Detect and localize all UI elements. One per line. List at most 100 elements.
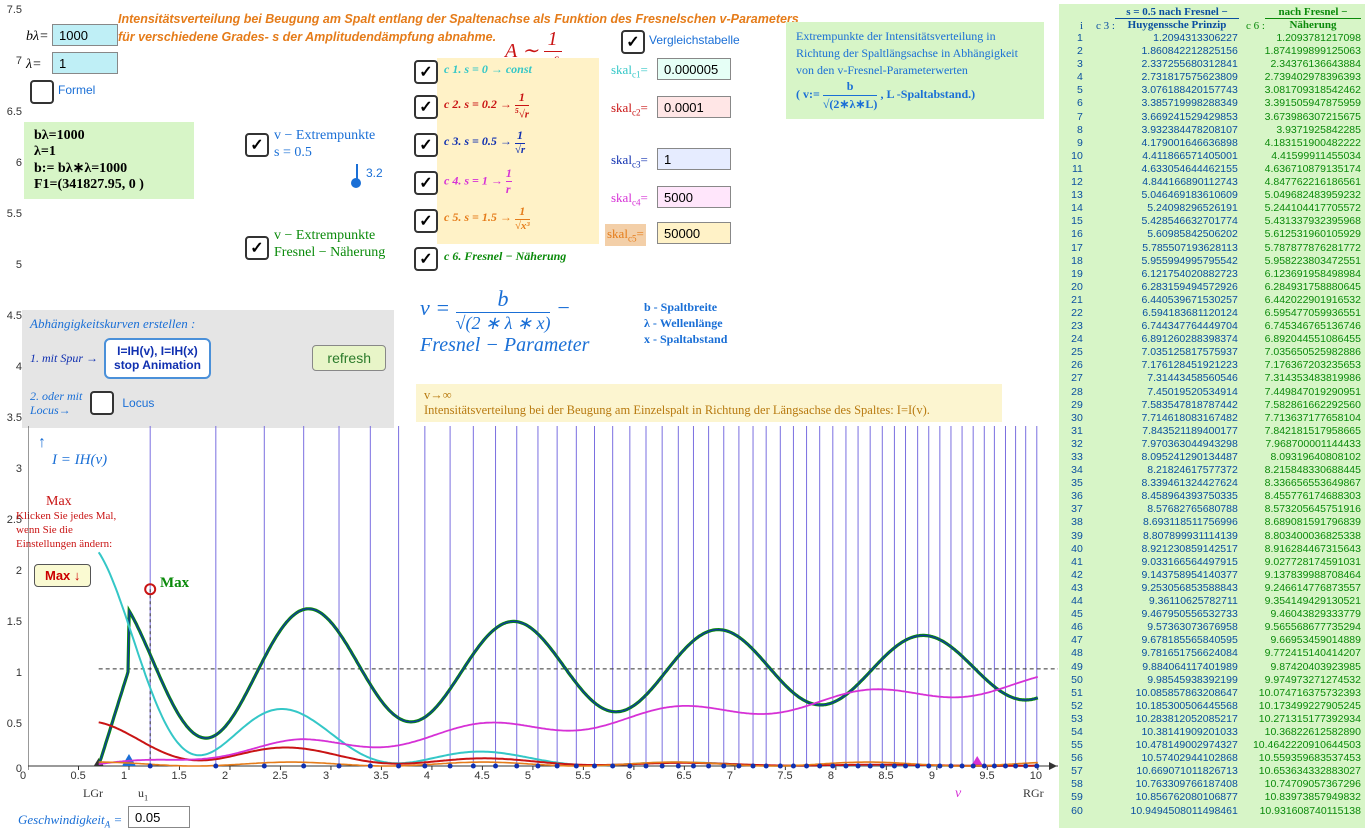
table-row: 53.0761884201577433.081709318542462 [1063,84,1361,97]
locus-label: Locus [122,396,154,410]
th-c3: c 3 : [1083,6,1115,32]
th-c6: c 6 : [1239,6,1265,32]
table-row: 226.5941836811201246.595477059936551 [1063,307,1361,320]
skal-c2[interactable] [657,96,731,118]
geschw-input[interactable] [128,806,190,828]
max-marker-label: Max [160,575,189,592]
ctrl-title: Abhängigkeitskurven erstellen : [30,316,386,332]
table-row: 489.7816517566240849.772415140414207 [1063,647,1361,660]
table-row: 5110.08585786320864710.074716375732393 [1063,687,1361,700]
table-row: 5710.66907101182671310.653634332883027 [1063,765,1361,778]
c1-checkbox[interactable]: ✓ [414,60,438,84]
formel-checkbox[interactable] [30,80,54,104]
ytick: 1 [16,667,22,679]
btn1b: stop Animation [114,358,201,372]
lambda-input[interactable] [52,52,118,74]
table-row: 307.7146180831674827.713637177658104 [1063,412,1361,425]
c6-label: c 6. Fresnel − Näherung [444,249,566,264]
title-line1: Intensitätsverteilung bei Beugung am Spa… [118,12,799,26]
leg-b: b - Spaltbreite [644,300,717,315]
table-row: 165.609858425062025.612531960105929 [1063,228,1361,241]
v-cursor-label: v [955,786,961,802]
extrem1-l2: s = 0.5 [274,145,312,161]
gr-l1: Extrempunkte der Intensitätsverteilung i… [796,28,1034,45]
table-row: 509.985459383921999.974973271274532 [1063,674,1361,687]
th-c3b2: Huygenssche Prinzip [1115,19,1239,31]
gr-l4: ( v:= b√(2∗λ∗L) , L -Spaltabstand.) [796,78,1034,113]
pb-l4: F1=(341827.95, 0 ) [34,177,184,193]
table-row: 175.7855071936281135.787877876281772 [1063,242,1361,255]
y-axis: 7.5 7 6.5 6 5.5 5 4.5 4 3.5 3 2.5 2 1.5 … [0,0,22,775]
table-row: 449.361106257827119.354149429130521 [1063,595,1361,608]
table-row: 73.6692415294298533.673986307215675 [1063,111,1361,124]
table-row: 429.1437589541403779.137839988708464 [1063,569,1361,582]
table-row: 21.8608422128251561.874199899125063 [1063,45,1361,58]
ytick: 3 [16,463,22,475]
c4-label: c 4. s = 1 → 1r [444,166,512,197]
skal-c3[interactable] [657,148,731,170]
ytick: 2 [16,565,22,577]
skal-c1-l: skalc1= [611,62,648,80]
skal-c3-l: skalc3= [611,152,648,170]
ctrl-panel: Abhängigkeitskurven erstellen : 1. mit S… [22,310,394,428]
c1-label: c 1. s = 0 → const [444,62,532,77]
skal-c5[interactable] [657,222,731,244]
c2-checkbox[interactable]: ✓ [414,95,438,119]
table-row: 196.1217540208827236.123691958498984 [1063,268,1361,281]
c3-label: c 3. s = 0.5 → 1√r [444,128,525,156]
RGr-label: RGr [1023,786,1044,801]
extrem-info-box: Extrempunkte der Intensitätsverteilung i… [786,22,1044,119]
mit-spur-button[interactable]: I=IH(v), I=IH(x) stop Animation [104,338,211,379]
table-row: 378.576827656807888.573205645751916 [1063,503,1361,516]
table-row: 145.240982965261915.244104417705572 [1063,202,1361,215]
locus-checkbox[interactable] [90,391,114,415]
skal-c4[interactable] [657,186,731,208]
c6-checkbox[interactable]: ✓ [414,247,438,271]
table-row: 297.5835478187874427.582861662292560 [1063,399,1361,412]
refresh-button[interactable]: refresh [312,345,386,371]
vergleich-checkbox[interactable]: ✓ [621,30,645,54]
table-row: 32.3372556803128412.34376136643884 [1063,58,1361,71]
table-row: 338.0952412901344878.09319640808102 [1063,451,1361,464]
table-row: 206.2831594945729266.284931758880645 [1063,281,1361,294]
vergleich-label: Vergleichstabelle [649,33,740,47]
table-row: 5410.3814190920103310.36822612582890 [1063,726,1361,739]
ytick: 4.5 [7,310,22,322]
u1-label: u1 [138,786,148,802]
x-axis-labels: 00.511.522.533.544.555.566.577.588.599.5… [28,770,1058,784]
table-row: 135.0464691836106095.049682483959232 [1063,189,1361,202]
ys-l1: v→∞ [424,388,994,403]
table-row: 267.1761284519212237.176367203235653 [1063,359,1361,372]
c4-checkbox[interactable]: ✓ [414,171,438,195]
c3-checkbox[interactable]: ✓ [414,133,438,157]
table-row: 388.6931185117569968.689081591796839 [1063,516,1361,529]
table-row: 155.4285466327017745.431337932395968 [1063,215,1361,228]
c5-checkbox[interactable]: ✓ [414,209,438,233]
b-lambda-label: bλ= [26,29,49,45]
table-row: 5810.76330976618740810.74709057367296 [1063,778,1361,791]
slider1-handle[interactable] [351,178,361,188]
ytick: 0.5 [7,718,22,730]
table-row: 236.7443477644497046.745346765136746 [1063,320,1361,333]
ytick: 6 [16,157,22,169]
table-row: 63.3857199982883493.391505947875959 [1063,97,1361,110]
table-row: 11.20943133062271.2093781217098 [1063,32,1361,45]
geschw-label: GeschwindigkeitA = [18,812,122,830]
extrem2-checkbox[interactable]: ✓ [245,236,269,260]
table-row: 246.8912602883983746.892044551086455 [1063,333,1361,346]
table-row: 479.6781855658405959.66953459014889 [1063,634,1361,647]
extrem1-checkbox[interactable]: ✓ [245,133,269,157]
b-lambda-input[interactable] [52,24,118,46]
table-row: 459.4679505565327339.46043829333779 [1063,608,1361,621]
table-row: 5310.28381205208521710.271315177392934 [1063,713,1361,726]
skal-c1[interactable] [657,58,731,80]
ytick: 5 [16,259,22,271]
table-row: 6010.949450801149846110.931608740115138 [1063,805,1361,818]
gr-l3: von den v-Fresnel-Parameterwerten [796,62,1034,79]
fresnel-formula: v = b√(2 ∗ λ ∗ x) − [420,286,571,334]
table-row: 83.9323844782081073.9371925842285 [1063,124,1361,137]
table-row: 185.9559949957955425.958223803472551 [1063,255,1361,268]
ytick: 6.5 [7,106,22,118]
table-row: 114.6330546444621554.636710879135174 [1063,163,1361,176]
params-box: bλ=1000 λ=1 b:= bλ∗λ=1000 F1=(341827.95,… [24,122,194,199]
